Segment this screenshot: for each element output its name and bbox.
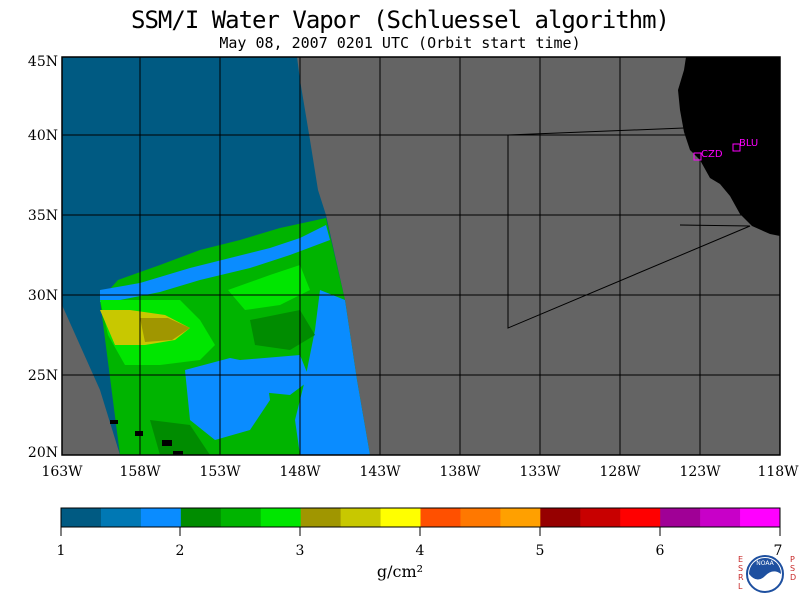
- map-subtitle: May 08, 2007 0201 UTC (Orbit start time): [219, 34, 581, 52]
- colorbar-swatch: [620, 508, 661, 527]
- colorbar-label: 1: [57, 543, 66, 559]
- colorbar-swatch: [100, 508, 142, 527]
- flight-track: [507, 135, 751, 329]
- colorbar-swatch: [660, 508, 701, 527]
- lon-label: 118W: [757, 464, 799, 480]
- lon-label: 163W: [41, 464, 83, 480]
- lon-label: 138W: [439, 464, 481, 480]
- lat-label: 40N: [28, 128, 58, 144]
- map-title: SSM/I Water Vapor (Schluessel algorithm): [131, 6, 670, 34]
- colorbar-swatch: [580, 508, 621, 527]
- lon-label: 133W: [519, 464, 561, 480]
- lon-label: 143W: [359, 464, 401, 480]
- colorbar-swatch: [300, 508, 342, 527]
- colorbar-swatch: [61, 508, 102, 527]
- lat-label: 25N: [28, 368, 58, 384]
- lat-label: 35N: [28, 208, 58, 224]
- colorbar-label: 3: [296, 543, 305, 559]
- colorbar-swatch: [380, 508, 421, 527]
- colorbar-swatch: [260, 508, 302, 527]
- lon-label: 128W: [599, 464, 641, 480]
- colorbar-swatch: [420, 508, 461, 527]
- lon-label: 153W: [199, 464, 241, 480]
- colorbar-label: 2: [176, 543, 185, 559]
- colorbar-swatch: [700, 508, 741, 527]
- map-frame: [61, 56, 781, 456]
- colorbar-swatch: [540, 508, 581, 527]
- colorbar-swatch: [220, 508, 262, 527]
- colorbar-label: 6: [656, 543, 665, 559]
- lat-label: 30N: [28, 288, 58, 304]
- colorbar-swatch: [140, 508, 182, 527]
- lon-label: 148W: [279, 464, 321, 480]
- colorbar: [61, 508, 781, 527]
- station-label-blu: BLU: [739, 138, 758, 149]
- lat-label: 45N: [28, 54, 58, 70]
- flight-track-leg: [507, 127, 685, 136]
- colorbar-swatch: [460, 508, 501, 527]
- colorbar-swatch: [740, 508, 781, 527]
- lat-label: 20N: [28, 445, 58, 461]
- colorbar-swatch: [500, 508, 541, 527]
- colorbar-swatch: [180, 508, 222, 527]
- station-label-czd: CZD: [701, 149, 723, 160]
- colorbar-swatch: [340, 508, 382, 527]
- colorbar-label: 4: [416, 543, 425, 559]
- lon-label: 123W: [679, 464, 721, 480]
- colorbar-unit: g/cm²: [376, 562, 424, 581]
- logo-center-text: NOAA: [756, 560, 774, 567]
- land-mass: [110, 57, 780, 455]
- graticule: [62, 57, 780, 455]
- colorbar-label: 7: [774, 543, 783, 559]
- station-blu: BLU: [732, 138, 758, 152]
- station-czd: CZD: [693, 149, 723, 161]
- colorbar-label: 5: [536, 543, 545, 559]
- lon-label: 158W: [119, 464, 161, 480]
- colorbar-ticks: [60, 527, 781, 536]
- water-vapor-swath: [62, 57, 370, 455]
